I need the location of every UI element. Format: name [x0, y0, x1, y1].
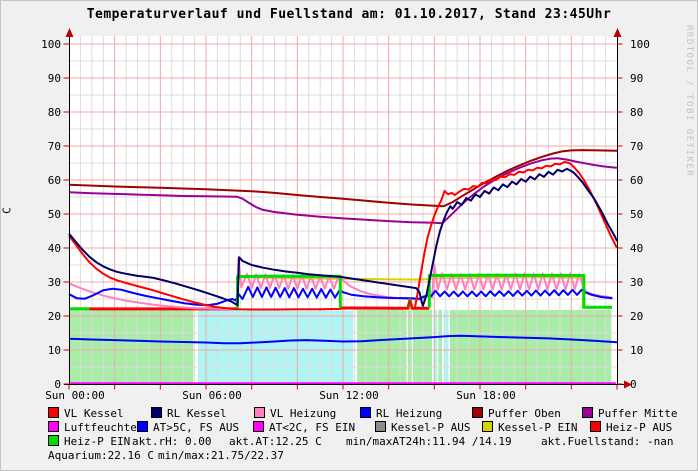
rrdtool-watermark: RRDTOOL / TOBI OETIKER	[684, 25, 694, 178]
x-tick-label: Sun 12:00	[319, 389, 379, 402]
y-tick-label-left: 30	[48, 276, 61, 289]
y-tick-label-left: 80	[48, 106, 61, 119]
y-tick-label-right: 20	[630, 310, 643, 323]
x-tick-label: Sun 00:00	[45, 389, 105, 402]
series-puffer-mitte	[68, 157, 618, 225]
y-tick-label-left: 40	[48, 242, 61, 255]
chart-title: Temperaturverlauf und Fuellstand am: 01.…	[86, 7, 612, 22]
area-fs-green-6	[449, 309, 612, 384]
y-tick-label-left: 0	[54, 378, 61, 391]
y-tick-label-right: 10	[630, 344, 643, 357]
y-tick-label-right: 80	[630, 106, 643, 119]
y-tick-label-right: 60	[630, 174, 643, 187]
y-tick-label-left: 10	[48, 344, 61, 357]
area-fs-green-5	[438, 309, 442, 384]
y-axis-arrow-left	[65, 28, 74, 37]
x-tick-label: Sun 18:00	[456, 389, 516, 402]
y-tick-label-left: 60	[48, 174, 61, 187]
area-fs-green-3	[407, 309, 412, 384]
area-fs-green-2	[357, 309, 407, 384]
series-puffer-oben	[68, 149, 618, 208]
y-tick-label-right: 90	[630, 72, 643, 85]
series-at-aussentemperatur	[68, 334, 618, 345]
y-tick-label-left: 90	[48, 72, 61, 85]
y-axis-label: C	[0, 207, 14, 214]
y-tick-label-right: 30	[630, 276, 643, 289]
y-axis-arrow-right	[613, 28, 622, 37]
y-tick-label-left: 100	[41, 38, 61, 51]
y-tick-label-right: 50	[630, 208, 643, 221]
series-rl-heizung	[68, 285, 613, 307]
series-vl-kessel	[68, 161, 618, 311]
y-tick-label-left: 20	[48, 310, 61, 323]
area-fs-green-1	[70, 310, 194, 384]
y-tick-label-left: 70	[48, 140, 61, 153]
y-tick-label-left: 50	[48, 208, 61, 221]
y-tick-label-right: 100	[630, 38, 650, 51]
y-tick-label-right: 40	[630, 242, 643, 255]
x-tick-label: Sun 06:00	[182, 389, 242, 402]
y-tick-label-right: 0	[630, 378, 637, 391]
x-axis-arrow	[624, 380, 632, 389]
y-tick-label-right: 70	[630, 140, 643, 153]
area-fs-cyan-1	[198, 310, 354, 384]
series-rl-kessel	[68, 167, 618, 307]
